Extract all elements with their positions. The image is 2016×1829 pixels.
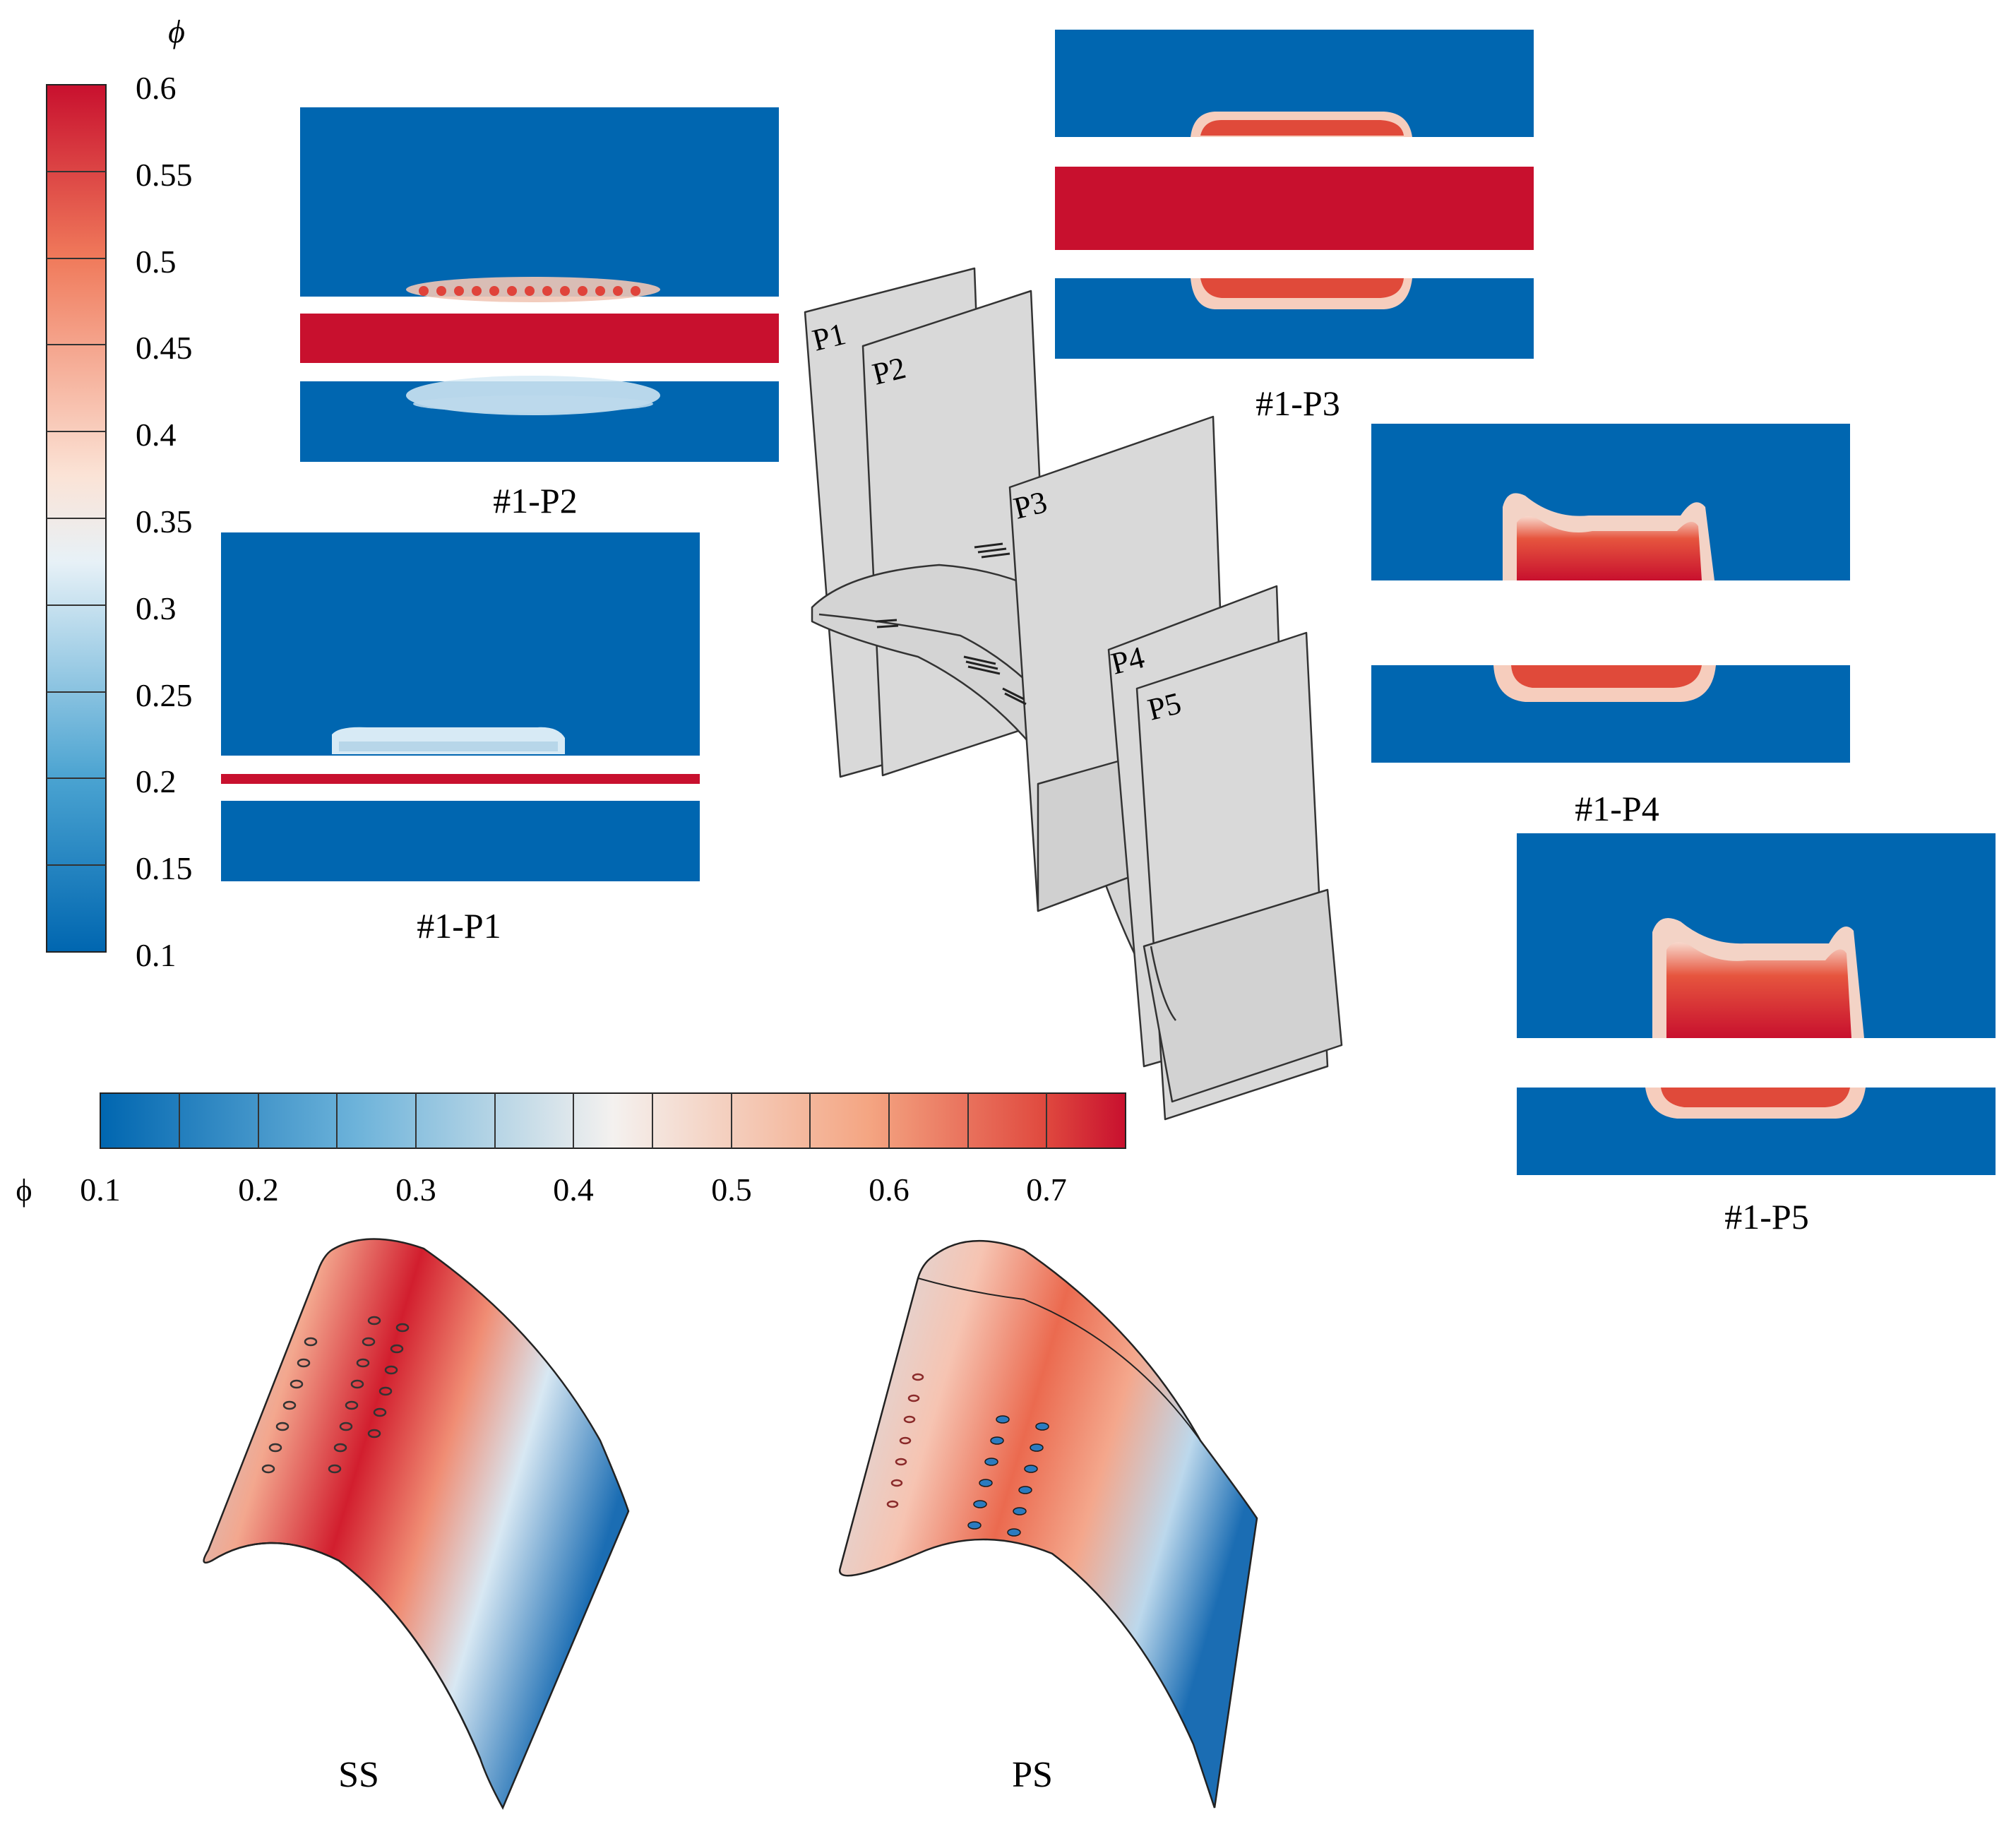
p4-upper-plume <box>1503 493 1714 580</box>
p1-jet-band <box>221 774 700 784</box>
vertical-colorbar-title: ϕ <box>168 13 185 49</box>
horizontal-colorbar: ϕ 0.1 0.2 0.3 0.4 0.5 0.6 0.7 <box>16 1092 1126 1208</box>
plane-tag-p2: P2 <box>869 350 909 392</box>
plane-tag-p1: P1 <box>809 316 849 358</box>
ps-label: PS <box>1012 1755 1053 1795</box>
ss-cooling-holes <box>261 1316 410 1474</box>
ps-surface: PS <box>839 1239 1258 1809</box>
p2-lower-plume <box>406 376 660 415</box>
horizontal-colorbar-dividers <box>179 1093 1047 1148</box>
panel-p5: #1-P5 <box>1517 833 1996 1237</box>
cooling-hole-rows <box>875 542 1027 705</box>
vbar-tick: 0.15 <box>136 850 193 886</box>
p2-upper-plume <box>406 277 660 302</box>
plane-tag-p4: P4 <box>1108 640 1148 681</box>
ps-cooling-holes-inner <box>967 1415 1049 1537</box>
p2-label: #1-P2 <box>493 481 577 520</box>
panel-p3: #1-P3 <box>1055 30 1534 423</box>
vbar-tick: 0.1 <box>136 937 177 973</box>
p1-upper-field <box>221 532 700 756</box>
hbar-tick: 0.7 <box>1026 1172 1067 1208</box>
vbar-tick: 0.35 <box>136 504 193 540</box>
p1-label: #1-P1 <box>417 906 501 946</box>
p4-lower-plume <box>1493 665 1716 702</box>
hbar-tick: 0.1 <box>80 1172 121 1208</box>
hbar-tick: 0.2 <box>238 1172 279 1208</box>
p1-plume <box>332 727 565 754</box>
hbar-tick: 0.5 <box>711 1172 752 1208</box>
vbar-tick: 0.25 <box>136 677 193 713</box>
blade-schematic: P1 P2 P3 P4 P5 <box>804 267 1343 1121</box>
p2-jet-band <box>300 314 779 363</box>
panel-p1: #1-P1 <box>221 532 700 946</box>
p4-label: #1-P4 <box>1575 789 1659 828</box>
vbar-tick: 0.6 <box>136 70 177 106</box>
ss-surface: SS <box>203 1238 630 1810</box>
plane-tag-p3: P3 <box>1010 484 1051 526</box>
p2-upper-field <box>300 107 779 297</box>
vertical-colorbar-ticks: 0.6 0.55 0.5 0.45 0.4 0.35 0.3 0.25 0.2 … <box>136 70 193 973</box>
p3-upper-plume <box>1191 112 1412 137</box>
plane-p5-lower <box>1143 888 1343 1103</box>
horizontal-colorbar-ticks: 0.1 0.2 0.3 0.4 0.5 0.6 0.7 <box>80 1172 1067 1208</box>
vbar-tick: 0.2 <box>136 763 177 799</box>
ss-blade-face <box>203 1238 630 1810</box>
plane-tags: P1 P2 P3 P4 P5 <box>809 316 1185 727</box>
panel-p4: #1-P4 <box>1371 424 1850 828</box>
ps-blade-face <box>839 1239 1258 1809</box>
ps-cooling-holes <box>886 1373 924 1508</box>
vbar-tick: 0.3 <box>136 590 177 626</box>
p5-upper-plume <box>1652 918 1864 1038</box>
vbar-tick: 0.5 <box>136 244 177 280</box>
vbar-tick: 0.45 <box>136 330 193 366</box>
hbar-tick: 0.6 <box>869 1172 909 1208</box>
horizontal-colorbar-gradient <box>100 1092 1126 1149</box>
plane-tag-p5: P5 <box>1145 686 1185 727</box>
p3-lower-plume <box>1191 278 1412 309</box>
vertical-colorbar-dividers <box>47 171 106 866</box>
hbar-tick: 0.4 <box>553 1172 594 1208</box>
horizontal-colorbar-title: ϕ <box>16 1173 32 1208</box>
hbar-tick: 0.3 <box>395 1172 436 1208</box>
vbar-tick: 0.55 <box>136 157 193 193</box>
p5-lower-plume <box>1645 1088 1866 1119</box>
p1-lower-field <box>221 801 700 881</box>
ss-label: SS <box>338 1755 379 1795</box>
p5-label: #1-P5 <box>1724 1197 1808 1237</box>
p3-label: #1-P3 <box>1255 383 1340 423</box>
p3-jet-band <box>1055 167 1534 250</box>
panel-p2: #1-P2 <box>300 107 779 520</box>
vertical-colorbar: ϕ 0.6 0.55 0.5 0.45 0.4 0.35 0.3 0.25 0.… <box>46 13 193 973</box>
vbar-tick: 0.4 <box>136 417 177 453</box>
